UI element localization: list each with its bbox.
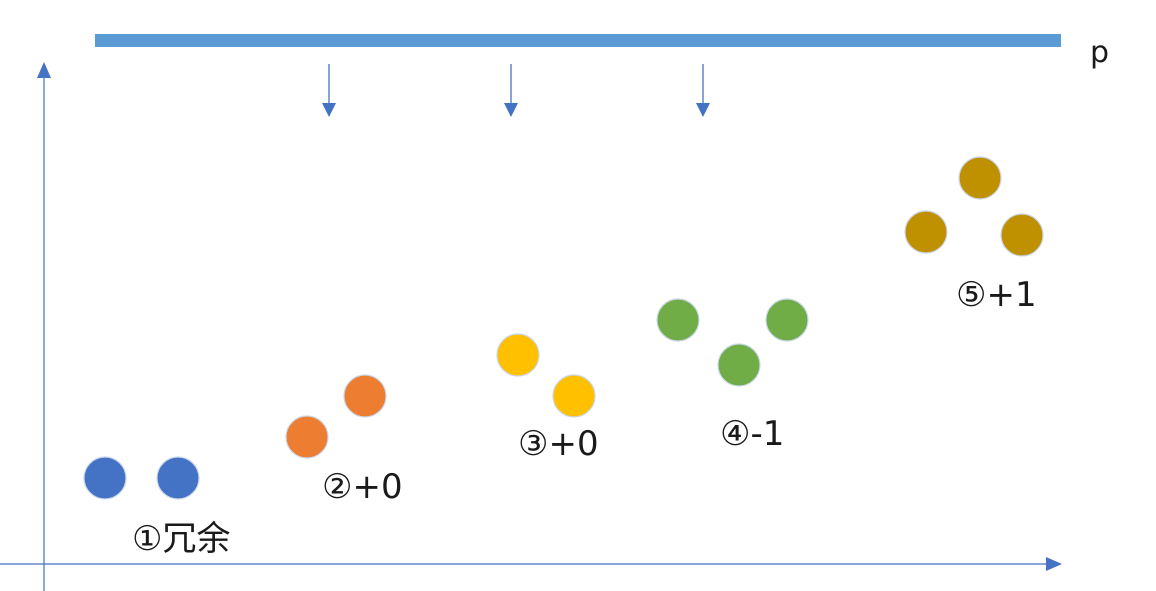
group-1-dot: [156, 456, 200, 500]
group-4-dot: [717, 343, 761, 387]
group-5-dot: [904, 210, 948, 254]
group-2-dot: [343, 374, 387, 418]
group-4-label: ④-1: [720, 414, 784, 454]
group-2-dot: [285, 415, 329, 459]
group-3-label: ③+0: [518, 424, 599, 464]
x-axis: [0, 557, 1062, 571]
group-1-dot: [83, 456, 127, 500]
group-4: ④-1: [656, 298, 809, 454]
pointer-arrow-3: [696, 64, 710, 117]
group-5: ⑤+1: [904, 156, 1044, 315]
group-2: ②+0: [285, 374, 403, 507]
group-2-label: ②+0: [322, 467, 403, 507]
threshold-bar: [95, 34, 1061, 47]
group-4-dot: [656, 298, 700, 342]
threshold-label: p: [1090, 35, 1109, 70]
group-4-dot: [765, 298, 809, 342]
group-3-dot: [496, 333, 540, 377]
group-3: ③+0: [496, 333, 599, 464]
group-3-dot: [552, 374, 596, 418]
pointer-arrow-1: [322, 64, 336, 117]
group-5-label: ⑤+1: [956, 275, 1037, 315]
pointer-arrow-2: [504, 64, 518, 117]
group-1-label: ①冗余: [132, 519, 230, 559]
y-axis: [37, 62, 51, 591]
group-1: ①冗余: [83, 456, 230, 559]
group-5-dot: [1000, 213, 1044, 257]
group-5-dot: [958, 156, 1002, 200]
